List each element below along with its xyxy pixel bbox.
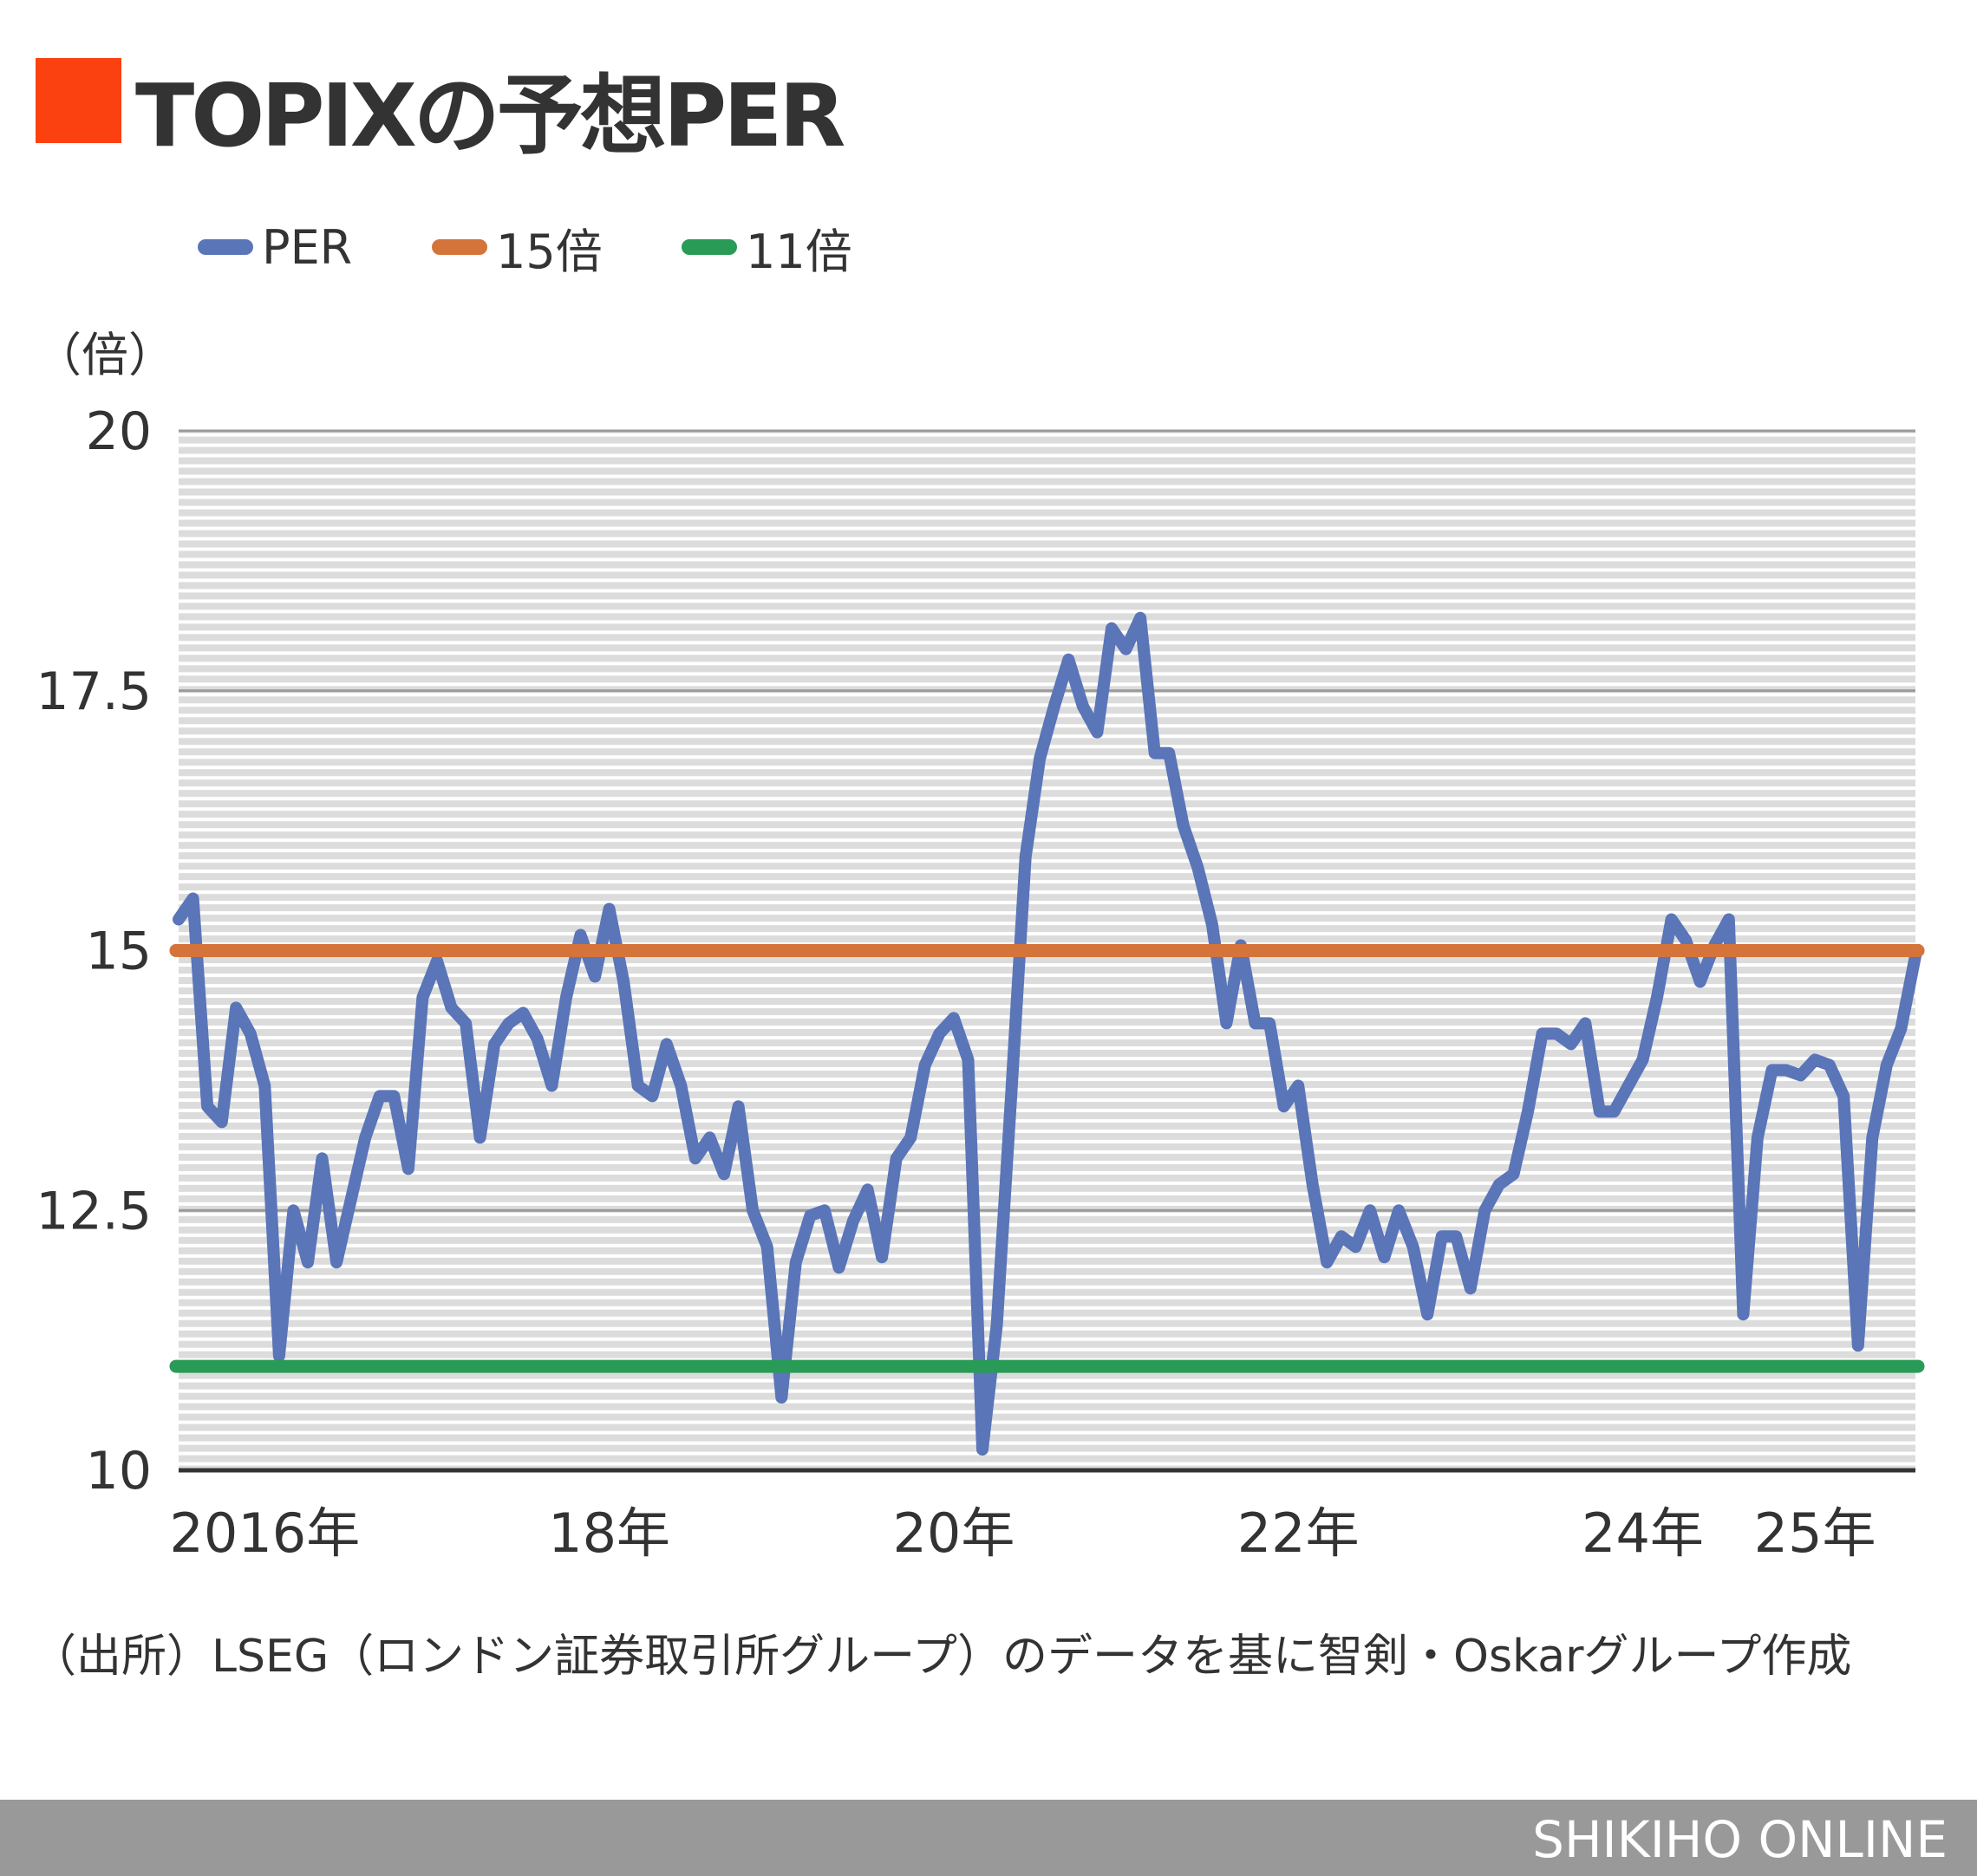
legend-item-per: PER [198, 217, 352, 277]
title-color-mark [36, 58, 121, 143]
legend-swatch-15x [432, 239, 487, 255]
legend-item-15x: 15倍 [432, 217, 603, 279]
chart-title: TOPIXの予想PER [135, 65, 845, 166]
y-tick-label: 15 [86, 922, 152, 982]
x-tick-label: 22年 [1237, 1501, 1360, 1565]
legend-swatch-per [198, 239, 253, 255]
per-line [173, 611, 1922, 1456]
y-tick-label: 10 [86, 1441, 152, 1501]
x-tick-label: 2016年 [169, 1501, 360, 1565]
legend-label-per: PER [262, 219, 353, 275]
footer-brand: SHIKIHO ONLINE [1532, 1810, 1948, 1869]
legend-swatch-11x [682, 239, 737, 255]
y-tick-label: 17.5 [36, 661, 152, 722]
legend-label-11x: 11倍 [746, 224, 852, 279]
y-tick-label: 12.5 [36, 1181, 152, 1241]
axis-ticks: 10 12.5 15 17.5 20 2016年 18年 20年 22年 24年 25年 [36, 401, 1876, 1565]
x-tick-label: 24年 [1582, 1501, 1704, 1565]
y-axis-unit-label: （倍） [35, 328, 175, 382]
x-tick-label: 25年 [1754, 1501, 1876, 1565]
source-note: （出所）LSEG（ロンドン証券取引所グループ）のデータを基に智剣・Oskarグル… [31, 1631, 1852, 1683]
series [169, 611, 1925, 1456]
legend-label-15x: 15倍 [496, 224, 603, 279]
legend-item-11x: 11倍 [682, 217, 852, 279]
x-tick-label: 18年 [548, 1501, 670, 1565]
footer-bar: SHIKIHO ONLINE [0, 1800, 1977, 1876]
y-tick-label: 20 [86, 401, 152, 462]
x-tick-label: 20年 [892, 1501, 1015, 1565]
